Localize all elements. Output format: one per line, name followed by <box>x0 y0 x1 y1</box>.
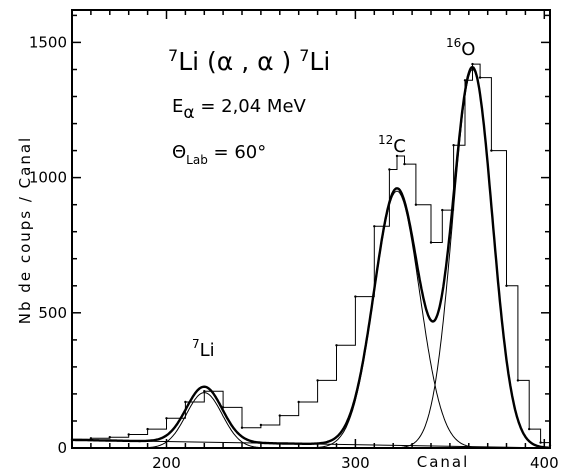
peak-label-li-sup: 7 <box>192 337 200 351</box>
peak-label-c: 12C <box>378 133 406 157</box>
spectrum-point <box>463 79 467 82</box>
y-tick-label: 0 <box>57 439 67 457</box>
reaction-alpha-1: α <box>217 47 233 76</box>
peak-label-o-sup: 16 <box>446 36 461 50</box>
peak-label-li-base: Li <box>200 340 215 361</box>
spectrum-point <box>539 441 542 444</box>
spectrum-point <box>203 390 206 393</box>
y-tick-label: 500 <box>38 304 67 322</box>
spectrum-point <box>184 400 187 404</box>
y-axis-title: Nb de coups / Canal <box>16 136 34 324</box>
spectrum-histogram <box>72 63 551 446</box>
spectrum-point <box>70 438 74 441</box>
spectrum-point <box>528 427 531 431</box>
y-tick-label: 1500 <box>29 33 67 51</box>
reaction-label: 7Li (α , α ) 7Li <box>168 46 330 76</box>
component-curve-2 <box>72 68 550 449</box>
x-tick-label: 200 <box>152 454 181 472</box>
spectrum-point <box>429 241 433 244</box>
spectrum-point <box>89 437 93 440</box>
component-curve-0 <box>72 392 550 449</box>
peak-label-li: 7Li <box>192 337 215 361</box>
reaction-comma: , <box>233 47 257 76</box>
energy-base: E <box>172 96 183 117</box>
spectrum-point <box>516 379 520 382</box>
y-tick-label: 1000 <box>29 169 67 187</box>
reaction-base-2: Li <box>309 47 330 76</box>
component-curve-1 <box>72 190 550 449</box>
spectrum-point <box>471 62 474 66</box>
reaction-base-1: Li ( <box>178 47 217 76</box>
peak-label-o: 16O <box>446 36 475 60</box>
energy-sub: α <box>183 103 194 123</box>
angle-rest: = 60° <box>208 142 266 163</box>
spectrum-point <box>259 423 263 427</box>
energy-rest: = 2,04 MeV <box>195 96 307 117</box>
x-tick-label: 400 <box>530 454 559 472</box>
reaction-close: ) <box>274 47 300 76</box>
spectrum-point <box>146 427 149 431</box>
spectrum-point <box>414 203 418 206</box>
spectrum-point <box>221 406 225 409</box>
angle-label: ΘLab = 60° <box>172 142 266 167</box>
spectrum-point <box>388 168 391 171</box>
spectrum-point <box>127 433 130 436</box>
angle-base: Θ <box>172 142 186 163</box>
reaction-sup-2: 7 <box>299 46 309 65</box>
spectrum-point <box>108 436 112 439</box>
peak-labels: 7Li 12C 16O <box>192 36 475 361</box>
peak-label-c-base: C <box>393 136 406 157</box>
angle-sub: Lab <box>186 153 208 167</box>
x-tick-label: 300 <box>341 454 370 472</box>
spectrum-point <box>548 444 552 447</box>
spectrum-point <box>478 76 482 79</box>
peak-label-c-sup: 12 <box>378 133 393 147</box>
peak-label-o-base: O <box>461 39 475 60</box>
spectrum-point <box>490 149 493 152</box>
spectrum-point <box>165 417 168 420</box>
spectrum-point <box>505 284 508 287</box>
curves <box>70 62 552 449</box>
spectrum-point <box>297 400 300 404</box>
spectrum-point <box>441 208 444 212</box>
tick-labels: 200 300 400 0 500 1000 1500 <box>29 33 559 472</box>
reaction-sup-1: 7 <box>168 46 178 65</box>
spectrum-point <box>354 295 357 298</box>
spectrum-point <box>395 154 399 158</box>
reaction-alpha-2: α <box>257 47 273 76</box>
spectrum-point <box>452 144 455 147</box>
x-axis-title: Canal <box>417 453 470 471</box>
spectrum-point <box>403 162 406 166</box>
spectrum-point <box>373 225 376 228</box>
spectrum-point <box>335 344 338 347</box>
spectrum-point <box>240 426 244 429</box>
energy-label: Eα = 2,04 MeV <box>172 96 307 123</box>
spectrum-point <box>278 414 281 417</box>
total-fit-curve <box>72 65 550 449</box>
spectrum-point <box>316 379 319 382</box>
